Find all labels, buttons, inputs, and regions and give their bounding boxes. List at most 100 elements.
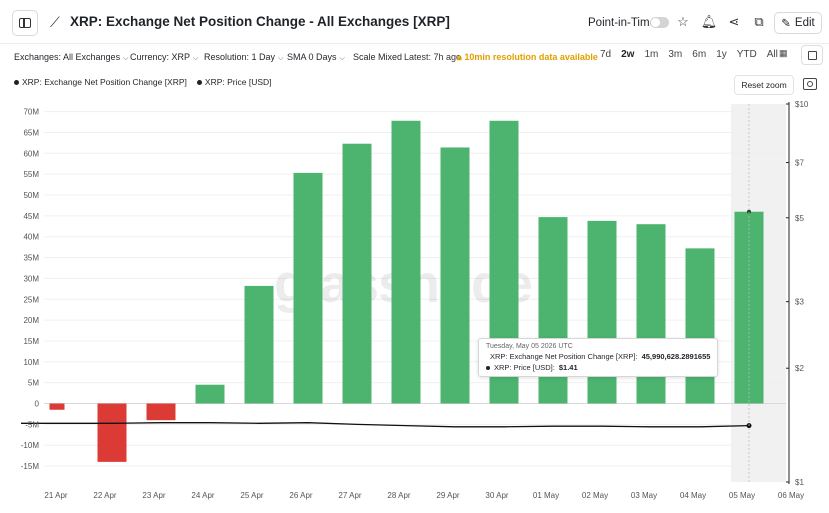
chart-tooltip: Tuesday, May 05 2026 UTC XRP: Exchange N… [478,338,718,377]
range-6m[interactable]: 6m [692,49,707,60]
x-tick-label: 05 May [729,491,755,500]
title-bar: ⟋ XRP: Exchange Net Position Change - Al… [0,0,829,44]
x-tick-label: 04 May [680,491,706,500]
edit-label: Edit [794,17,815,29]
range-1y[interactable]: 1y [716,49,727,60]
range-all[interactable]: All [766,49,778,60]
y-left-tick-label: 15M [23,337,39,346]
sma-label: SMA 0 Days [287,52,337,62]
y-left-tick-label: 65M [23,128,39,137]
y-left-tick-label: 70M [23,108,39,117]
resolution-warning-text: 10min resolution data available [464,52,598,62]
bar [244,285,274,404]
chevron-down-icon: ⌵ [278,55,284,62]
bar [146,403,176,421]
scale-selector[interactable]: Scale Mixed [353,52,403,62]
bell-icon[interactable]: 🔔︎ [700,14,718,29]
x-tick-label: 06 May [778,491,804,500]
share-icon[interactable]: ⋖ [728,14,740,29]
resolution-dropdown[interactable]: Resolution: 1 Day ⌵ [204,52,283,63]
y-right-tick-label: $2 [795,364,804,373]
bar [734,211,764,404]
price-series [21,104,752,482]
metric-chart-icon: ⟋ [50,14,60,30]
latest-update-text: Latest: 7h ago [404,52,462,62]
x-tick-label: 26 Apr [289,491,312,500]
y-left-tick-label: 20M [23,316,39,325]
y-axis-left: -15M -10M -5M 0 5M 10M 15M 20M 25M 30M 35M 40M 45M 50… [21,108,40,471]
chevron-down-icon: ⌵ [339,55,345,62]
x-axis: 21 Apr 22 Apr 23 Apr 24 Apr 25 Apr 26 Apr 27 A… [44,491,804,500]
bar [391,120,421,404]
x-tick-label: 25 Apr [240,491,263,500]
x-tick-label: 01 May [533,491,559,500]
range-1m[interactable]: 1m [644,49,659,60]
y-right-tick-label: $1 [795,478,804,487]
bar [97,403,127,462]
range-7d[interactable]: 7d [600,49,612,60]
y-left-tick-label: 25M [23,295,39,304]
bar-series [49,120,764,462]
bar [342,143,372,404]
chevron-down-icon: ⌵ [193,55,199,62]
range-ytd[interactable]: YTD [736,49,757,60]
y-left-tick-label: 40M [23,233,39,242]
y-left-tick-label: 10M [23,358,39,367]
legend-item-price[interactable]: XRP: Price [USD] [196,77,272,87]
tooltip-label: XRP: Price [USD]: [494,363,555,372]
time-range-selector: 7d 2w 1m 3m 6m 1y YTD All [595,46,783,66]
bar [440,147,470,404]
x-tick-label: 24 Apr [191,491,214,500]
legend-item-net-position[interactable]: XRP: Exchange Net Position Change [XRP] [14,77,187,87]
sidebar-icon [19,18,31,28]
x-tick-label: 27 Apr [338,491,361,500]
y-left-tick-label: 60M [23,149,39,158]
x-tick-label: 02 May [582,491,608,500]
y-right-tick-label: $10 [795,100,809,109]
lock-icon: 🔒︎ [457,52,462,62]
reset-zoom-button[interactable]: Reset zoom [734,75,794,95]
bar [685,248,715,404]
copy-icon[interactable]: ⧉ [754,14,764,29]
edit-button[interactable]: ✎ Edit [774,12,822,34]
camera-icon[interactable] [803,78,817,90]
exchanges-dropdown[interactable]: Exchanges: All Exchanges ⌵ [14,52,128,63]
y-left-tick-label: 5M [28,379,39,388]
sma-dropdown[interactable]: SMA 0 Days ⌵ [287,52,345,63]
exchanges-label: Exchanges: All Exchanges [14,52,121,62]
legend-label: XRP: Price [USD] [204,77,272,87]
tooltip-row-price: XRP: Price [USD]: $1.41 [486,363,710,372]
tooltip-dot [486,365,490,370]
resolution-label: Resolution: 1 Day [204,52,276,62]
range-3m[interactable]: 3m [668,49,683,60]
layout-button[interactable] [801,45,823,65]
point-in-time-label: Point-in-Time [588,17,656,29]
chart-toolbar: Exchanges: All Exchanges ⌵ Currency: XRP ⌵… [0,45,829,69]
x-tick-label: 30 Apr [485,491,508,500]
price-line [21,422,750,428]
x-tick-label: 29 Apr [436,491,459,500]
tooltip-value: 45,990,628.2891655 [641,352,711,361]
y-left-tick-label: 0 [35,400,40,409]
tooltip-label: XRP: Exchange Net Position Change [XRP]: [490,352,638,361]
calendar-icon[interactable]: ▦ [779,48,788,58]
y-left-tick-label: -5M [25,420,39,429]
x-tick-label: 03 May [631,491,657,500]
resolution-warning[interactable]: 🔒︎ 10min resolution data available [457,52,598,63]
bar-marker [747,209,751,214]
y-axis-right: $1 $2 $3 $5 $7 $10 [786,100,809,487]
y-left-tick-label: -10M [21,441,40,450]
sidebar-toggle-button[interactable] [12,10,38,36]
currency-dropdown[interactable]: Currency: XRP ⌵ [130,52,198,63]
page-title: XRP: Exchange Net Position Change - All … [70,14,450,29]
point-in-time-toggle[interactable] [650,17,669,28]
y-right-tick-label: $5 [795,214,804,223]
legend-dot [196,79,202,85]
x-tick-label: 23 Apr [142,491,165,500]
x-tick-label: 22 Apr [93,491,116,500]
x-tick-label: 28 Apr [387,491,410,500]
range-2w[interactable]: 2w [621,49,635,60]
star-icon[interactable]: ☆ [677,14,689,29]
legend-dot [14,79,19,85]
